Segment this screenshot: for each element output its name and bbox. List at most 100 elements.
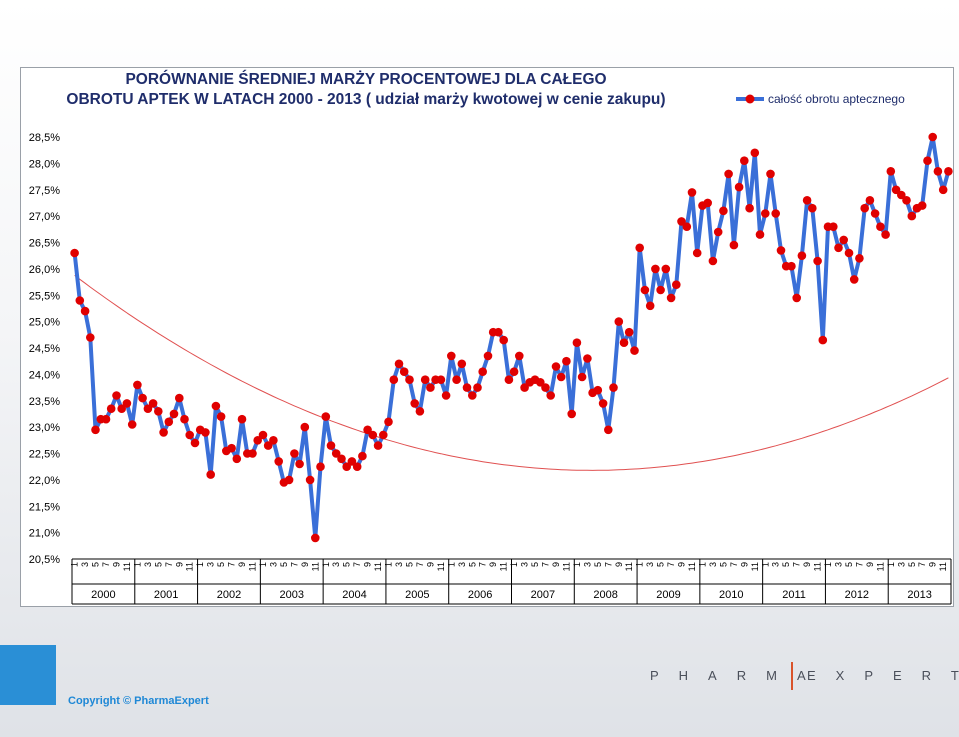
month-tick-label: 11 <box>750 562 760 571</box>
data-point <box>258 430 268 440</box>
data-point <box>175 393 184 403</box>
y-tick-label: 23,0% <box>29 422 60 434</box>
month-tick-label: 5 <box>593 562 603 567</box>
month-tick-label: 3 <box>582 562 592 567</box>
data-point <box>923 156 932 165</box>
year-label: 2003 <box>280 589 304 601</box>
data-point <box>614 317 624 326</box>
data-point <box>677 217 686 226</box>
legend-marker-icon <box>745 94 755 104</box>
month-tick-label: 5 <box>844 562 854 567</box>
month-tick-label: 7 <box>541 562 551 567</box>
data-point <box>237 414 247 424</box>
month-tick-label: 1 <box>572 562 582 567</box>
data-point <box>494 327 503 337</box>
data-point <box>127 420 137 429</box>
month-tick-label: 9 <box>551 562 561 567</box>
data-point <box>849 275 859 284</box>
data-point <box>870 209 880 218</box>
data-point <box>656 285 665 295</box>
data-point <box>373 441 383 450</box>
month-tick-label: 1 <box>635 562 645 567</box>
data-point <box>441 391 451 400</box>
data-point <box>447 351 456 361</box>
data-point <box>399 367 409 377</box>
data-point <box>719 206 728 216</box>
data-point <box>415 407 425 416</box>
month-tick-label: 11 <box>624 562 634 571</box>
data-point <box>692 248 702 258</box>
month-tick-label: 9 <box>174 562 184 567</box>
data-point <box>138 393 147 403</box>
month-tick-label: 7 <box>917 562 927 567</box>
month-tick-label: 11 <box>310 562 320 571</box>
year-label: 2009 <box>656 589 680 601</box>
data-point <box>347 457 357 466</box>
data-point <box>331 449 341 458</box>
data-point <box>745 203 754 213</box>
month-tick-label: 9 <box>614 562 624 567</box>
month-tick-label: 5 <box>530 562 540 567</box>
data-point <box>420 375 430 385</box>
month-tick-label: 3 <box>896 562 906 567</box>
data-point <box>106 404 116 414</box>
data-point <box>143 404 153 414</box>
month-tick-label: 3 <box>645 562 655 567</box>
data-point <box>598 399 608 408</box>
month-tick-label: 5 <box>656 562 666 567</box>
month-tick-label: 7 <box>227 562 237 567</box>
month-tick-label: 3 <box>268 562 278 567</box>
data-point <box>876 222 885 231</box>
data-point <box>708 256 718 266</box>
month-tick-label: 7 <box>478 562 488 567</box>
month-tick-label: 5 <box>907 562 917 567</box>
year-label: 2012 <box>845 589 869 601</box>
data-point <box>457 359 467 369</box>
y-tick-label: 27,5% <box>29 185 60 197</box>
month-tick-label: 11 <box>813 562 823 571</box>
data-point <box>818 335 828 345</box>
data-point <box>651 264 660 274</box>
data-point <box>917 201 927 210</box>
year-label: 2008 <box>593 589 617 601</box>
month-tick-label: 3 <box>771 562 781 567</box>
data-point <box>133 380 142 390</box>
y-tick-label: 26,5% <box>29 238 60 250</box>
data-point <box>755 230 765 239</box>
data-point <box>342 462 352 472</box>
data-point <box>122 399 132 408</box>
data-point <box>520 383 529 392</box>
data-point <box>426 383 435 392</box>
data-point <box>368 430 378 440</box>
data-point <box>583 354 592 363</box>
y-tick-label: 25,0% <box>29 317 60 329</box>
data-point <box>881 230 890 239</box>
data-point <box>201 428 210 437</box>
data-point <box>787 261 796 271</box>
data-point <box>839 235 848 245</box>
month-tick-label: 7 <box>101 562 111 567</box>
data-point <box>609 383 618 392</box>
data-point <box>473 383 482 392</box>
data-point <box>211 401 221 411</box>
data-point <box>185 430 194 440</box>
data-point <box>483 351 493 361</box>
month-tick-label: 5 <box>91 562 101 567</box>
data-point <box>536 378 545 387</box>
data-point <box>410 399 420 408</box>
month-tick-label: 5 <box>153 562 163 567</box>
data-point <box>253 436 262 445</box>
month-tick-label: 3 <box>394 562 404 567</box>
chart-legend: całość obrotu aptecznego <box>736 92 905 106</box>
data-point <box>813 256 822 266</box>
month-tick-label: 1 <box>886 562 896 567</box>
accent-square <box>0 645 56 705</box>
data-point <box>624 327 634 337</box>
month-tick-label: 9 <box>111 562 121 567</box>
month-tick-label: 11 <box>687 562 697 571</box>
data-point <box>452 375 461 385</box>
month-tick-label: 7 <box>854 562 864 567</box>
data-point <box>802 196 812 205</box>
data-point <box>180 414 189 424</box>
data-point <box>944 167 953 176</box>
